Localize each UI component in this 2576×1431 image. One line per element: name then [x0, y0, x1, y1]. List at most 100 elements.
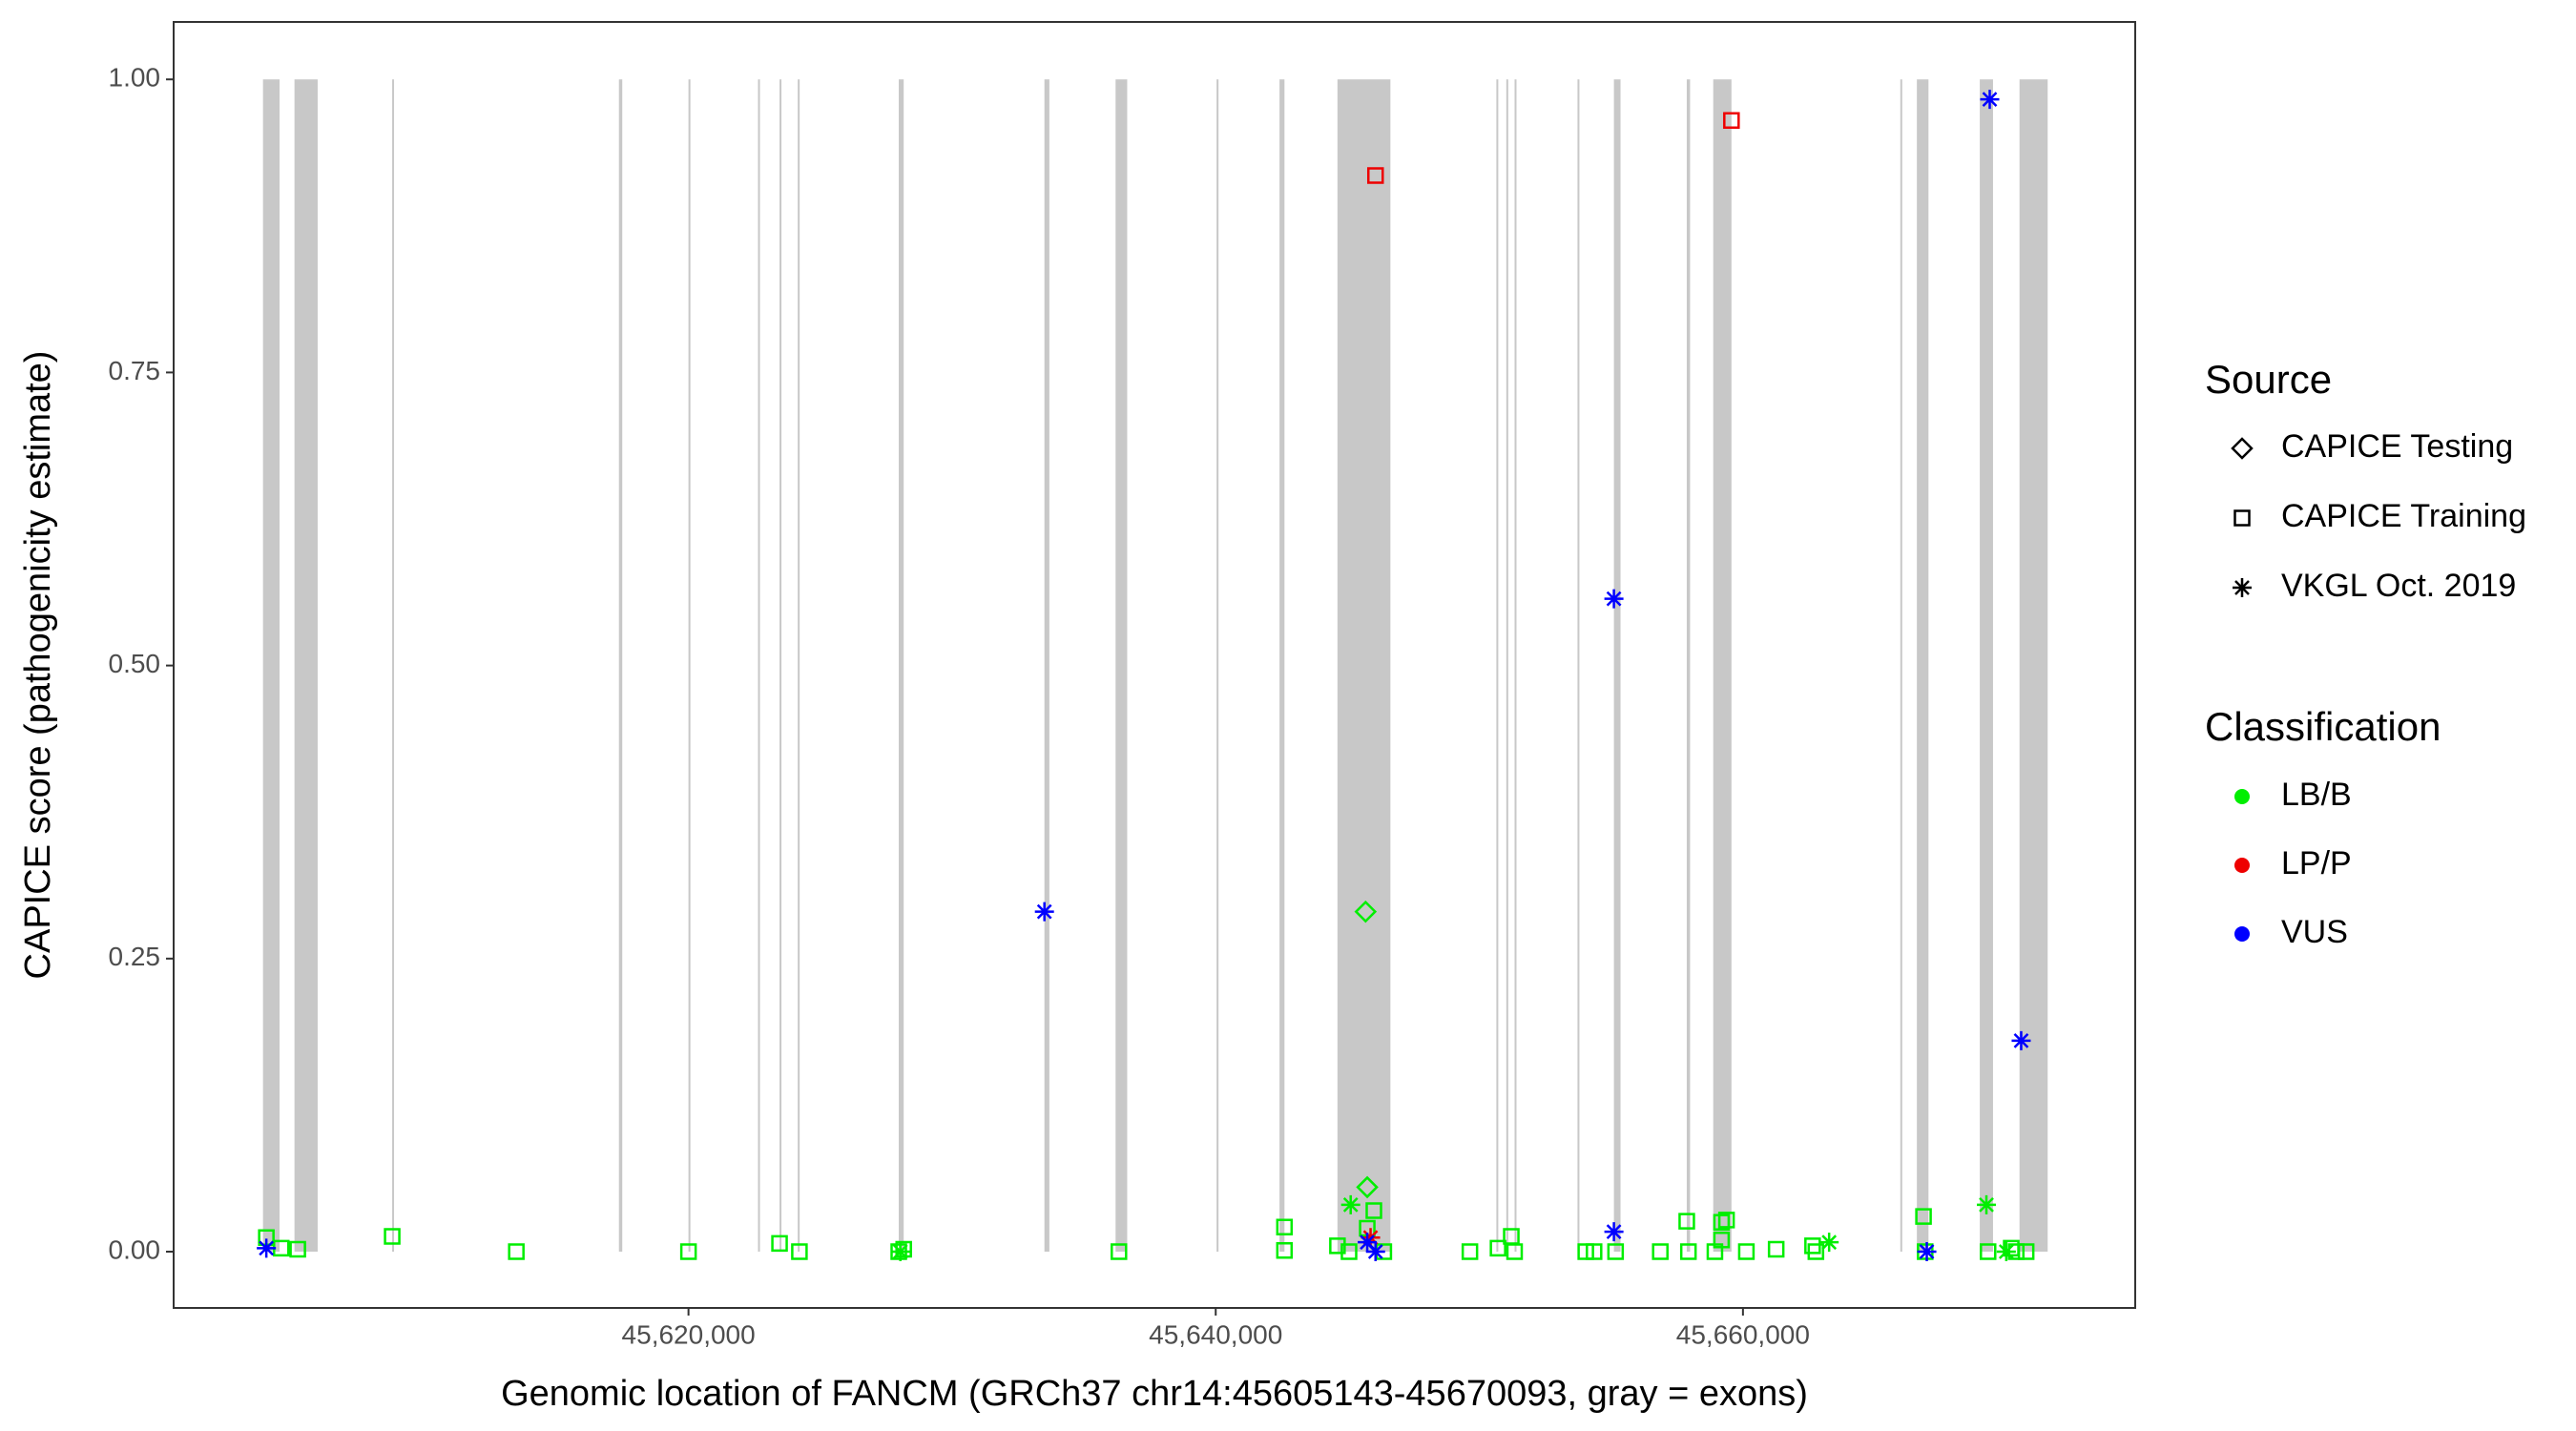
data-point — [1915, 1208, 1932, 1225]
legend-title: Source — [2205, 357, 2332, 402]
data-point — [1461, 1243, 1479, 1260]
exon-band — [1900, 79, 1902, 1253]
data-point — [1329, 1237, 1346, 1255]
data-point — [1604, 1222, 1624, 1242]
legend-label: VUS — [2281, 914, 2348, 950]
plot-frame — [173, 21, 2136, 1309]
exon-band — [618, 79, 623, 1253]
data-point — [1340, 1194, 1361, 1214]
legend-key — [2234, 926, 2250, 942]
x-tick-label: 45,640,000 — [1149, 1319, 1282, 1349]
exon-band — [1917, 79, 1929, 1253]
y-tick-label: 0.75 — [109, 356, 161, 385]
y-tick-label: 0.25 — [109, 942, 161, 971]
data-point — [1713, 1213, 1731, 1232]
x-axis-title: Genomic location of FANCM (GRCh37 chr14:… — [501, 1374, 1808, 1414]
exon-band — [1279, 79, 1285, 1253]
data-point — [771, 1234, 788, 1253]
exon-band — [2019, 79, 2048, 1253]
data-point — [1807, 1243, 1825, 1260]
data-point — [1977, 1194, 1997, 1214]
legend-key — [2231, 437, 2254, 460]
data-point — [1767, 1240, 1785, 1258]
exon-band — [1496, 79, 1499, 1253]
data-point — [1365, 1242, 1385, 1262]
x-tick-label: 45,620,000 — [622, 1319, 756, 1349]
legend-key — [2234, 789, 2250, 804]
exon-band — [688, 79, 691, 1253]
exon-band — [1613, 79, 1621, 1253]
data-point — [1996, 1242, 2016, 1262]
legend-title: Classification — [2205, 704, 2441, 749]
data-point — [1358, 1233, 1378, 1253]
legend-label: CAPICE Training — [2281, 498, 2526, 534]
data-point — [1713, 1231, 1731, 1249]
data-point — [1706, 1243, 1724, 1260]
data-point — [1980, 90, 2000, 110]
data-point — [273, 1239, 290, 1257]
data-point — [1819, 1233, 1839, 1253]
legend-label: LP/P — [2281, 845, 2352, 881]
exon-band — [1686, 79, 1691, 1253]
exon-band — [1713, 79, 1732, 1253]
data-point — [1652, 1243, 1669, 1260]
legend-key — [2233, 509, 2251, 527]
data-point — [1586, 1243, 1603, 1260]
legend-label: CAPICE Testing — [2281, 428, 2513, 465]
exon-band — [1506, 79, 1508, 1253]
data-point — [384, 1228, 401, 1245]
data-point — [1917, 1242, 1937, 1262]
data-point — [1356, 1175, 1379, 1199]
exon-band — [262, 79, 280, 1253]
data-point — [791, 1243, 808, 1260]
data-point — [1366, 167, 1384, 184]
data-point — [2017, 1243, 2035, 1260]
data-point — [1506, 1243, 1524, 1260]
data-point — [1607, 1243, 1625, 1260]
legend-label: VKGL Oct. 2019 — [2281, 568, 2516, 604]
data-point — [1276, 1242, 1294, 1259]
data-point — [257, 1238, 277, 1258]
exon-band — [1216, 79, 1219, 1253]
data-point — [1489, 1239, 1506, 1257]
exon-band — [899, 79, 904, 1253]
data-point — [679, 1243, 697, 1260]
y-tick-label: 1.00 — [109, 63, 161, 93]
data-point — [1604, 589, 1624, 609]
data-point — [1678, 1213, 1695, 1230]
exon-band — [1044, 79, 1049, 1253]
data-point — [1365, 1202, 1382, 1219]
legend-key — [2233, 578, 2252, 597]
exon-band — [758, 79, 760, 1253]
data-point — [1679, 1243, 1697, 1260]
data-point — [1354, 900, 1378, 923]
y-tick-label: 0.50 — [109, 649, 161, 678]
data-point — [1737, 1243, 1755, 1260]
legend-label: LB/B — [2281, 777, 2352, 813]
exon-band — [779, 79, 782, 1253]
y-axis-title: CAPICE score (pathogenicity estimate) — [18, 351, 58, 980]
exon-band — [1115, 79, 1128, 1253]
exon-band — [294, 79, 318, 1253]
exon-band — [1337, 79, 1391, 1253]
exon-band — [1980, 79, 1993, 1253]
data-point — [890, 1242, 910, 1262]
legend-key — [2234, 858, 2250, 873]
exon-band — [798, 79, 800, 1253]
data-point — [1340, 1243, 1358, 1260]
y-tick-label: 0.00 — [109, 1234, 161, 1264]
exon-band — [392, 79, 395, 1253]
data-point — [1804, 1237, 1821, 1255]
data-point — [1723, 112, 1740, 129]
data-point — [508, 1243, 525, 1260]
x-tick-label: 45,660,000 — [1676, 1319, 1810, 1349]
data-point — [1111, 1243, 1128, 1260]
data-point — [1717, 1212, 1735, 1229]
data-point — [1276, 1218, 1294, 1235]
data-point — [1980, 1243, 1997, 1260]
exon-band — [1577, 79, 1580, 1253]
data-point — [1034, 902, 1054, 922]
data-point — [2011, 1030, 2031, 1050]
data-point — [289, 1240, 306, 1258]
